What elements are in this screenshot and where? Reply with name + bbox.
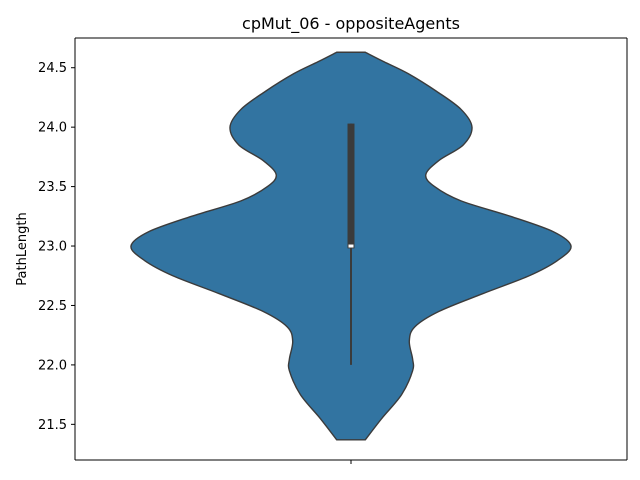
axes-layer: [74, 37, 628, 461]
box-iqr: [347, 123, 355, 249]
box-layer: [347, 123, 355, 365]
y-tick-label: 22.0: [38, 358, 67, 373]
y-tick-label: 22.5: [38, 299, 67, 314]
box-median-marker: [348, 244, 354, 248]
y-tick-label: 23.5: [38, 180, 67, 195]
chart-title: cpMut_06 - oppositeAgents: [242, 14, 460, 34]
y-tick-label: 24.0: [38, 121, 67, 136]
y-tick-label: 23.0: [38, 240, 67, 255]
y-ticks: 21.5 22.0 22.5 23.0 23.5 24.0 24.5: [38, 61, 75, 433]
y-tick-label: 21.5: [38, 418, 67, 433]
y-tick-label: 24.5: [38, 61, 67, 76]
y-axis-label: PathLength: [15, 212, 30, 285]
